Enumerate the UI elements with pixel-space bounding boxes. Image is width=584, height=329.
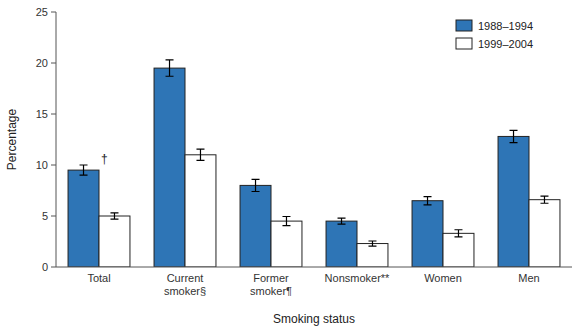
error-bar	[424, 197, 432, 205]
y-tick	[51, 12, 56, 13]
y-axis-label: Percentage	[5, 108, 19, 170]
x-tick-label: Women	[424, 272, 462, 284]
x-tick-label-line: Total	[87, 272, 110, 284]
error-bar	[454, 230, 462, 237]
bar	[240, 185, 271, 267]
x-tick-label: Nonsmoker**	[325, 272, 391, 284]
error-bar	[540, 196, 548, 203]
error-bar	[80, 165, 88, 175]
y-tick-label: 20	[36, 57, 48, 69]
y-tick	[51, 267, 56, 268]
y-tick	[51, 63, 56, 64]
bar	[529, 200, 560, 267]
x-tick-label-line: smoker¶	[250, 285, 292, 297]
error-bar	[510, 130, 518, 142]
legend-swatch	[456, 20, 472, 31]
y-tick	[51, 216, 56, 217]
bar	[412, 201, 443, 267]
chart-container: 0510152025TotalCurrentsmoker§Formersmoke…	[0, 0, 584, 329]
error-bar	[282, 217, 290, 226]
error-bar	[110, 213, 118, 219]
y-tick-label: 15	[36, 108, 48, 120]
x-tick-label-line: Women	[424, 272, 462, 284]
legend: 1988–1994 1999–2004	[456, 20, 533, 50]
error-bar	[338, 218, 346, 224]
bar	[326, 221, 357, 267]
y-tick-label: 10	[36, 159, 48, 171]
x-tick-label: Formersmoker¶	[250, 272, 292, 297]
bar	[443, 233, 474, 267]
y-tick-label: 25	[36, 6, 48, 18]
y-axis	[56, 12, 57, 267]
bar	[68, 170, 99, 267]
marks	[68, 60, 560, 267]
bar	[185, 155, 216, 267]
x-tick-label: Total	[87, 272, 110, 284]
bar	[498, 136, 529, 267]
x-tick-label: Currentsmoker§	[164, 272, 206, 297]
bar	[99, 216, 130, 267]
chart-svg: 0510152025TotalCurrentsmoker§Formersmoke…	[0, 0, 584, 329]
y-tick-label: 0	[42, 261, 48, 273]
bar	[154, 68, 185, 267]
error-bar	[368, 241, 376, 246]
legend-label: 1988–1994	[478, 20, 533, 32]
x-tick-label-line: smoker§	[164, 285, 206, 297]
bar	[271, 221, 302, 267]
annotation: †	[101, 152, 108, 166]
x-axis	[56, 267, 572, 268]
legend-label: 1999–2004	[478, 38, 533, 50]
y-tick-label: 5	[42, 210, 48, 222]
bar	[357, 244, 388, 267]
x-tick-label-line: Current	[167, 272, 204, 284]
error-bar	[196, 149, 204, 160]
error-bar	[252, 179, 260, 191]
x-tick-label: Men	[518, 272, 539, 284]
x-tick-label-line: Men	[518, 272, 539, 284]
x-axis-label: Smoking status	[273, 312, 355, 326]
x-tick-label-line: Nonsmoker**	[325, 272, 391, 284]
legend-swatch	[456, 38, 472, 49]
y-tick	[51, 165, 56, 166]
y-tick	[51, 114, 56, 115]
error-bar	[166, 60, 174, 76]
x-tick-label-line: Former	[253, 272, 289, 284]
